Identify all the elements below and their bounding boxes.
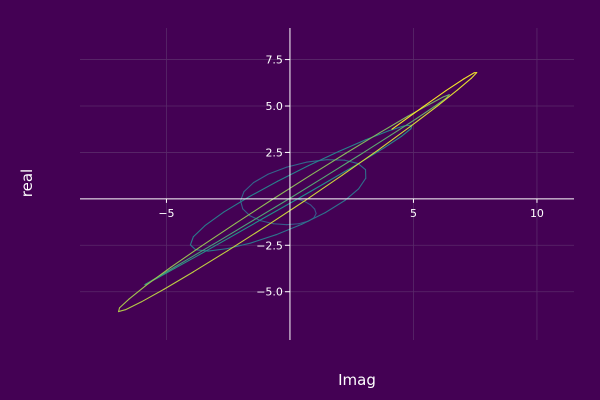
series-segment <box>436 89 459 107</box>
series-segment <box>345 132 380 154</box>
series-segment <box>307 150 340 167</box>
series-segment <box>309 152 347 177</box>
series-segment <box>192 250 229 273</box>
series-segment <box>167 256 192 272</box>
series-segment <box>189 244 197 251</box>
series-segment <box>357 163 367 171</box>
series-segment <box>275 223 303 236</box>
series-segment <box>313 212 317 219</box>
grid-lines <box>80 28 574 340</box>
series-segment <box>341 149 379 176</box>
series-segment <box>272 174 311 200</box>
spiral-series <box>117 72 478 313</box>
series-segment <box>273 223 288 226</box>
series-segment <box>463 72 475 80</box>
series-segment <box>415 105 436 120</box>
series-segment <box>442 94 450 98</box>
y-axis-title: real <box>18 169 36 197</box>
series-segment <box>389 118 417 136</box>
series-segment <box>286 223 300 226</box>
series-segment <box>358 177 367 190</box>
series-segment <box>295 180 330 201</box>
series-segment <box>226 242 252 250</box>
series-segment <box>383 135 402 149</box>
series-segment <box>306 159 328 163</box>
series-segment <box>118 298 130 309</box>
series-segment <box>253 173 269 184</box>
series-segment <box>117 308 127 313</box>
series-segment <box>314 208 317 215</box>
x-ticks: −5 5 10 <box>158 198 544 220</box>
axes <box>80 28 574 340</box>
x-tick-label: 10 <box>530 207 544 220</box>
series-segment <box>324 154 361 178</box>
series-segment <box>249 215 262 222</box>
series-segment <box>267 166 288 175</box>
series-segment <box>303 200 312 206</box>
series-segment <box>344 159 359 165</box>
series-segment <box>200 222 237 247</box>
series-segment <box>163 271 194 290</box>
series-segment <box>252 198 290 221</box>
series-segment <box>288 176 326 200</box>
y-tick-label: 2.5 <box>265 146 283 159</box>
series-segment <box>359 134 392 156</box>
series-segment <box>223 196 250 213</box>
series-segment <box>434 97 448 107</box>
series-segment <box>243 181 255 193</box>
series-segment <box>378 115 409 134</box>
series-segment <box>170 245 202 268</box>
series-segment <box>125 301 142 311</box>
series-segment <box>250 234 277 244</box>
series-segment <box>228 218 263 239</box>
series-segment <box>457 77 472 91</box>
y-tick-label: 5.0 <box>265 100 283 113</box>
series-segment <box>117 307 121 313</box>
series-segment <box>198 237 230 256</box>
y-ticks: −5.0 −2.5 2.5 5.0 7.5 <box>256 54 290 299</box>
series-segment <box>128 284 147 300</box>
series-segment <box>277 165 310 182</box>
series-segment <box>174 254 201 269</box>
series-segment <box>190 239 221 259</box>
series-segment <box>409 105 438 128</box>
series-segment <box>301 212 326 225</box>
series-segment <box>377 126 411 151</box>
series-segment <box>400 128 412 138</box>
series-segment <box>309 204 316 210</box>
series-segment <box>387 125 405 132</box>
series-segment <box>428 96 444 105</box>
series-segment <box>470 72 478 79</box>
series-segment <box>204 211 225 227</box>
series-segment <box>248 180 279 198</box>
y-tick-label: −2.5 <box>256 239 283 252</box>
series-segment <box>145 266 172 286</box>
series-segment <box>207 248 228 252</box>
series-segment <box>328 162 360 182</box>
series-segment <box>391 107 423 130</box>
series-segment <box>156 267 176 279</box>
series-segment <box>261 199 297 220</box>
series-segment <box>192 225 206 238</box>
series-segment <box>324 199 346 214</box>
series-segment <box>338 139 367 153</box>
x-tick-label: −5 <box>158 207 174 220</box>
series-segment <box>140 288 165 303</box>
series-segment <box>189 236 194 246</box>
x-axis-title: Imag <box>338 371 376 389</box>
series-segment <box>235 198 274 224</box>
series-segment <box>421 90 447 109</box>
series-segment <box>264 200 305 228</box>
y-tick-label: −5.0 <box>256 286 283 299</box>
series-segment <box>227 226 266 252</box>
series-segment <box>303 174 343 202</box>
x-tick-label: 5 <box>410 207 417 220</box>
series-segment <box>219 219 254 242</box>
y-tick-label: 7.5 <box>265 54 283 67</box>
series-segment <box>445 78 465 92</box>
